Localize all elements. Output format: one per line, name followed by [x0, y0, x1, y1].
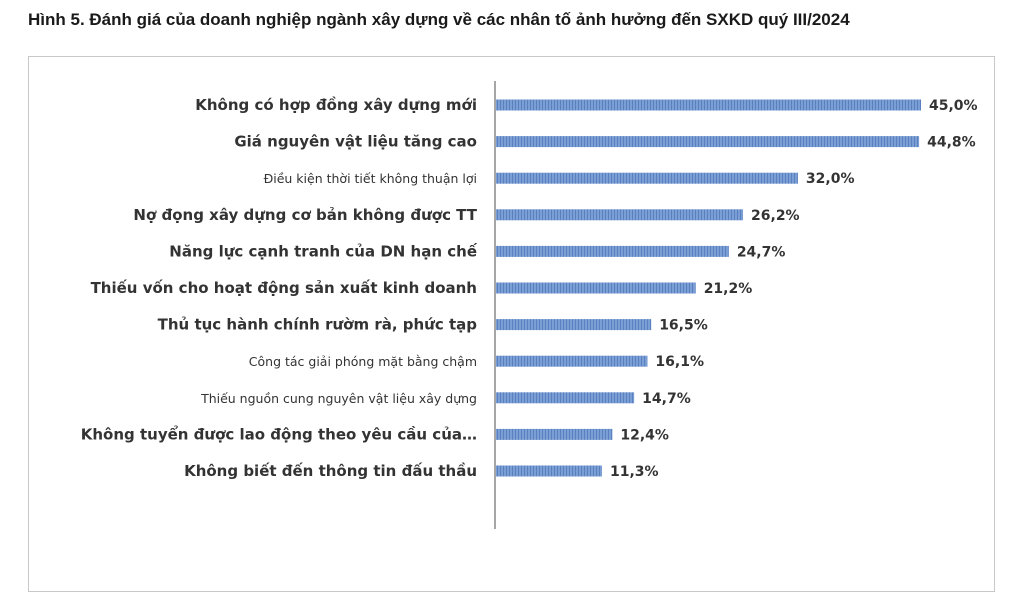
bar-chart: Không có hợp đồng xây dựng mới 45,0% Giá n…	[81, 81, 978, 529]
category-label: Không biết đến thông tin đấu thầu	[184, 461, 477, 480]
bar	[495, 392, 635, 404]
value-label: 26,2%	[751, 208, 800, 224]
bar	[495, 282, 696, 294]
bar	[495, 245, 729, 257]
category-label: Không có hợp đồng xây dựng mới	[195, 95, 477, 114]
bar	[495, 172, 798, 184]
category-label: Giá nguyên vật liệu tăng cao	[234, 133, 477, 151]
bar	[495, 355, 648, 367]
bar	[495, 319, 652, 331]
value-label: 16,5%	[659, 318, 708, 334]
bars-layer: Không có hợp đồng xây dựng mới 45,0% Giá n…	[81, 95, 978, 480]
bar	[495, 465, 602, 477]
bar	[495, 209, 744, 221]
bar	[495, 136, 920, 148]
category-label: Thiếu nguồn cung nguyên vật liệu xây dựn…	[200, 391, 477, 406]
value-label: 12,4%	[620, 427, 669, 443]
category-label: Thủ tục hành chính rườm rà, phức tạp	[158, 316, 478, 334]
category-label: Không tuyển được lao động theo yêu cầu c…	[81, 424, 477, 443]
category-label: Điều kiện thời tiết không thuận lợi	[264, 171, 477, 186]
category-label: Thiếu vốn cho hoạt động sản xuất kinh do…	[91, 278, 477, 297]
value-label: 14,7%	[642, 391, 691, 407]
figure-title: Hình 5. Đánh giá của doanh nghiệp ngành …	[28, 10, 850, 29]
value-label: 11,3%	[610, 464, 659, 480]
category-label: Nợ đọng xây dựng cơ bản không được TT	[133, 206, 477, 224]
value-label: 44,8%	[927, 135, 976, 151]
chart-frame: Không có hợp đồng xây dựng mới 45,0% Giá n…	[28, 56, 995, 592]
value-label: 24,7%	[737, 244, 786, 260]
value-label: 16,1%	[655, 354, 704, 370]
category-label: Năng lực cạnh tranh của DN hạn chế	[169, 241, 478, 260]
value-label: 32,0%	[806, 171, 855, 187]
value-label: 21,2%	[704, 281, 753, 297]
value-label: 45,0%	[929, 98, 978, 114]
bar	[495, 428, 613, 440]
category-label: Công tác giải phóng mặt bằng chậm	[249, 354, 477, 369]
bar	[495, 99, 921, 111]
